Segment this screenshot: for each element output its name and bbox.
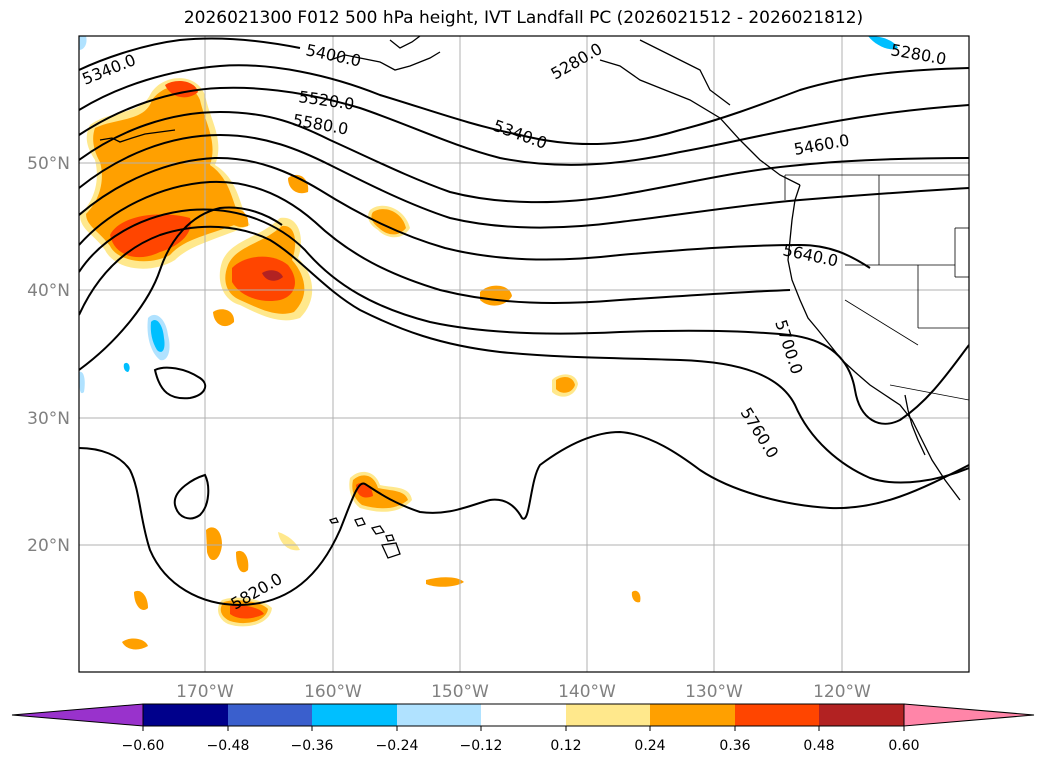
lon-label: 120°W (813, 682, 871, 702)
colorbar-tick-label: 0.60 (888, 738, 919, 754)
lon-label: 150°W (431, 682, 489, 702)
map-gridlines (79, 36, 969, 672)
colorbar-tick-label: 0.24 (634, 738, 665, 754)
colorbar-extend-low (11, 703, 144, 727)
lat-label: 30°N (27, 409, 70, 429)
lat-label: 50°N (27, 154, 70, 174)
colorbar-tick-label: 0.36 (719, 738, 750, 754)
colorbar-tick-label: 0.12 (550, 738, 581, 754)
height-contours (79, 37, 969, 607)
colorbar-bin (566, 704, 650, 726)
lon-label: 170°W (176, 682, 234, 702)
colorbar-tick-label: 0.48 (803, 738, 834, 754)
lat-label: 40°N (27, 281, 70, 301)
map-title: 2026021300 F012 500 hPa height, IVT Land… (183, 8, 864, 28)
colorbar-tick-label: −0.60 (122, 738, 165, 754)
colorbar-tick-label: −0.36 (291, 738, 334, 754)
colorbar-bin (735, 704, 819, 726)
lon-label: 140°W (558, 682, 616, 702)
colorbar-tick-label: −0.24 (376, 738, 419, 754)
colorbar-tick-label: −0.48 (207, 738, 250, 754)
colorbar-bin (228, 704, 312, 726)
colorbar-bin (397, 704, 481, 726)
colorbar-extend-high (903, 703, 1035, 727)
colorbar-bin (819, 704, 904, 726)
colorbar-bin (650, 704, 735, 726)
colorbar-bin (481, 704, 566, 726)
colorbar-bin (143, 704, 228, 726)
state-borders (784, 174, 969, 401)
ivt-shading (79, 36, 898, 650)
lon-label: 160°W (304, 682, 362, 702)
colorbar-bin (312, 704, 397, 726)
lon-label: 130°W (685, 682, 743, 702)
colorbar-tick-label: −0.12 (460, 738, 503, 754)
map-frame (78, 35, 970, 673)
lat-label: 20°N (27, 536, 70, 556)
colorbar: −0.60 −0.48 −0.36 −0.24 −0.12 0.12 0.24 … (11, 703, 1035, 754)
